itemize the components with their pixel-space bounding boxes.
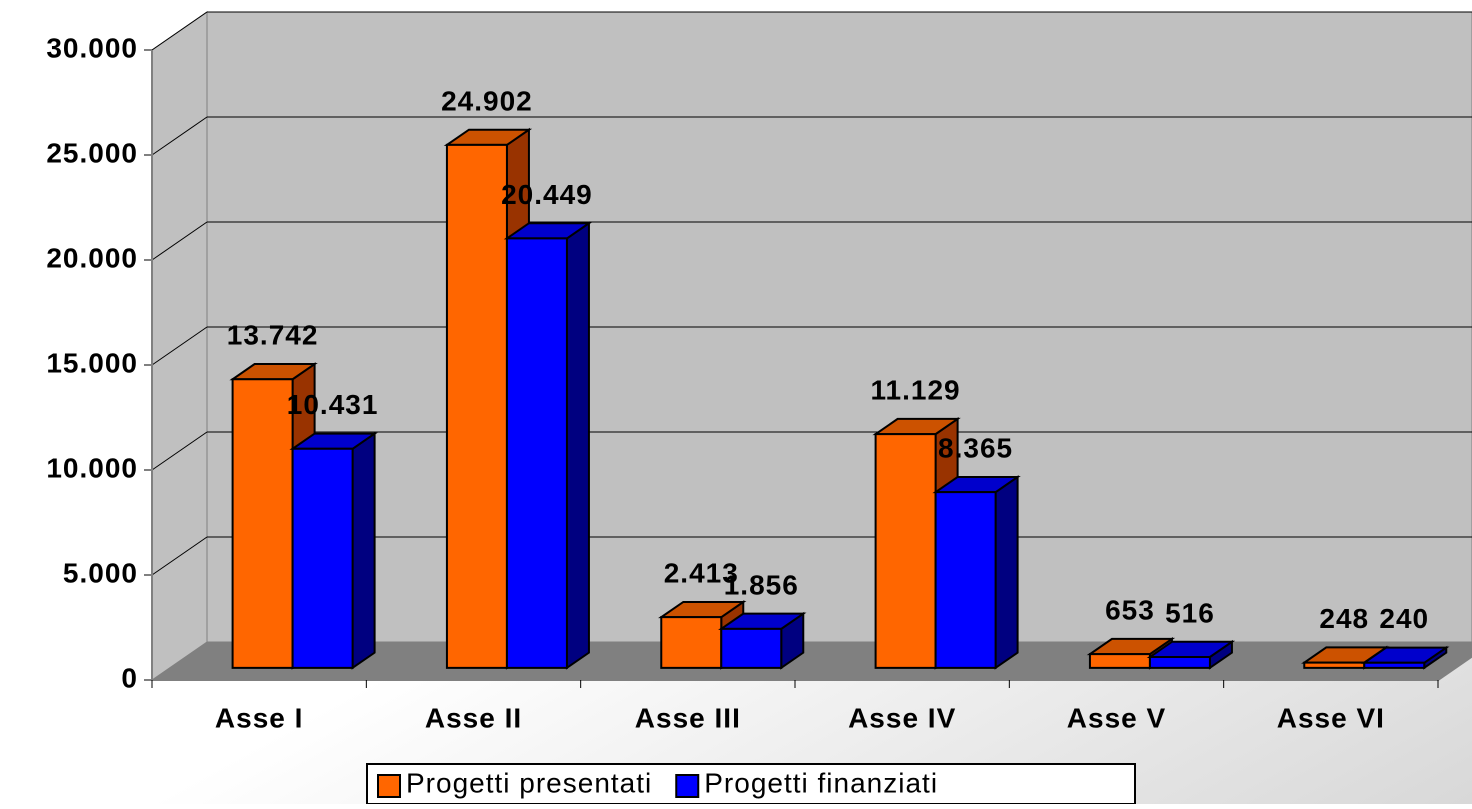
grid-line — [151, 221, 208, 261]
x-tick-label: Asse IV — [848, 702, 956, 733]
value-label: 1.856 — [724, 569, 799, 600]
grid-line — [151, 116, 208, 156]
x-tick-label: Asse I — [215, 702, 304, 733]
bar-front — [720, 627, 783, 669]
y-tick-label: 5.000 — [63, 557, 138, 588]
value-label: 20.449 — [501, 179, 593, 210]
grid-line — [151, 326, 208, 366]
bar-front — [874, 433, 937, 669]
bar-front — [1148, 656, 1211, 669]
legend-swatch — [675, 774, 700, 798]
legend-label: Progetti finanziati — [704, 767, 938, 798]
value-label: 653 — [1105, 595, 1155, 626]
bar-front — [291, 447, 354, 669]
bar-front — [445, 143, 508, 669]
y-tick-label: 10.000 — [46, 452, 138, 483]
value-label: 24.902 — [441, 85, 533, 116]
grid-line — [151, 536, 208, 576]
value-label: 516 — [1165, 597, 1215, 628]
bar — [503, 221, 593, 670]
bar — [1146, 639, 1236, 670]
value-label: 2.413 — [664, 558, 739, 589]
bar — [718, 611, 807, 670]
bar-side — [994, 475, 1019, 670]
y-tick-label: 25.000 — [46, 137, 138, 168]
value-label: 11.129 — [871, 375, 961, 406]
value-label: 248 — [1319, 603, 1369, 634]
legend-swatch — [377, 774, 401, 798]
value-label: 10.431 — [287, 389, 379, 420]
legend-label: Progetti presentati — [406, 767, 652, 798]
y-tick-label: 30.000 — [46, 32, 138, 63]
bar — [1361, 645, 1450, 670]
value-label: 8.365 — [938, 433, 1013, 464]
x-tick-label: Asse VI — [1277, 702, 1385, 733]
x-tick-label: Asse V — [1067, 702, 1166, 733]
value-label: 13.742 — [227, 320, 319, 351]
y-tick-label: 20.000 — [46, 242, 138, 273]
grid-line — [151, 431, 208, 471]
legend-box — [366, 763, 1136, 805]
bar — [932, 475, 1021, 670]
x-tick-label: Asse III — [635, 702, 741, 733]
bar-front — [1303, 661, 1366, 669]
bar — [289, 431, 378, 670]
floor-edge — [1437, 655, 1472, 681]
bar-side — [351, 431, 376, 670]
y-tick-label: 0 — [121, 662, 138, 693]
grid-line — [151, 11, 208, 51]
x-tick-label: Asse II — [425, 702, 522, 733]
y-tick-label: 15.000 — [46, 347, 138, 378]
bar-front — [1088, 653, 1151, 669]
bar-front — [231, 378, 294, 669]
value-label: 240 — [1379, 603, 1429, 634]
bar-front — [505, 237, 568, 669]
bar-side — [565, 221, 590, 670]
bar-front — [1363, 661, 1426, 669]
bar-front — [660, 616, 723, 669]
bar-front — [934, 491, 997, 669]
